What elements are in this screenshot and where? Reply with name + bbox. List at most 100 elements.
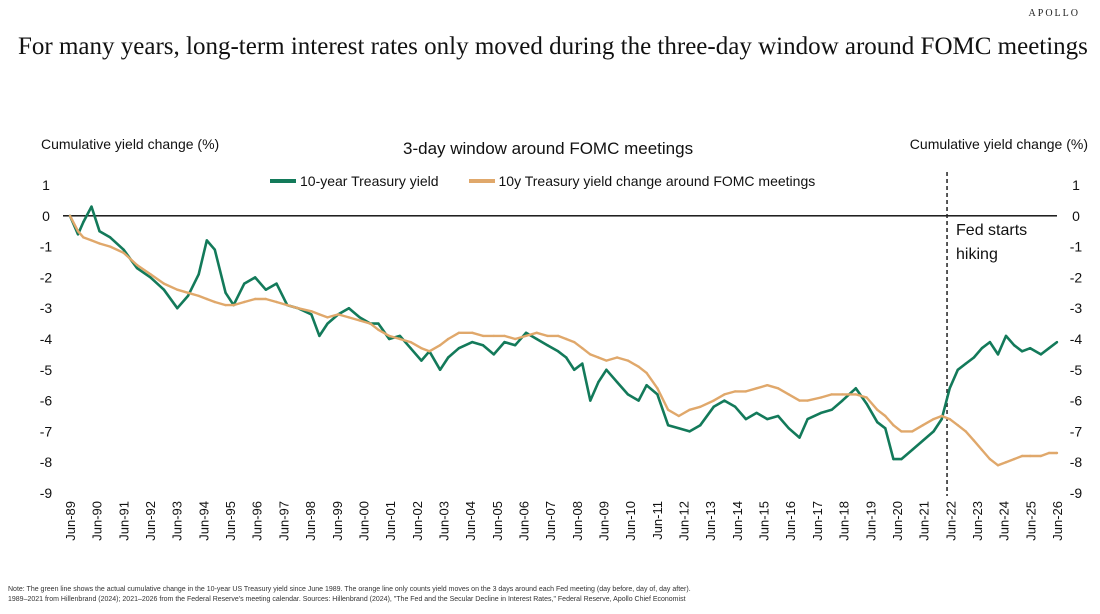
legend-item-orange: 10y Treasury yield change around FOMC me… xyxy=(468,173,815,189)
point-10y-yield xyxy=(447,356,450,359)
point-10y-yield xyxy=(135,267,139,270)
point-fomc-window xyxy=(573,340,576,344)
point-fomc-window xyxy=(546,334,549,338)
point-10y-yield xyxy=(615,380,619,384)
point-fomc-window xyxy=(205,297,208,301)
series-line-fomc-window xyxy=(68,215,1057,467)
x-tick-label: Jun-09 xyxy=(597,501,612,541)
point-10y-yield xyxy=(213,248,216,251)
point-10y-yield xyxy=(409,347,412,350)
y-axis-label-left: Cumulative yield change (%) xyxy=(41,136,220,152)
point-10y-yield xyxy=(787,427,790,430)
point-10y-yield xyxy=(637,399,640,402)
point-10y-yield xyxy=(841,399,844,402)
point-10y-yield xyxy=(388,337,391,341)
point-10y-yield xyxy=(1020,350,1024,353)
point-10y-yield xyxy=(605,368,608,371)
point-fomc-window xyxy=(1039,454,1043,458)
point-10y-yield xyxy=(275,282,278,285)
point-fomc-window xyxy=(492,334,495,338)
point-fomc-window xyxy=(1047,451,1051,455)
legend-swatch-green xyxy=(270,179,296,183)
point-10y-yield xyxy=(1055,340,1059,344)
footnote: Note: The green line shows the actual cu… xyxy=(8,585,788,605)
point-fomc-window xyxy=(734,390,737,393)
point-fomc-window xyxy=(1055,451,1059,455)
y-tick-label-right: -6 xyxy=(1070,393,1083,409)
point-fomc-window xyxy=(932,417,935,421)
point-10y-yield xyxy=(565,356,568,359)
y-tick-label-left: -3 xyxy=(40,300,53,316)
point-fomc-window xyxy=(980,448,984,452)
point-fomc-window xyxy=(264,297,267,301)
point-10y-yield xyxy=(798,436,801,439)
x-tick-label: Jun-22 xyxy=(943,501,958,541)
x-tick-label: Jun-07 xyxy=(543,501,558,541)
point-fomc-window xyxy=(688,408,691,411)
x-tick-label: Jun-16 xyxy=(783,501,798,541)
point-fomc-window xyxy=(90,239,93,242)
point-fomc-window xyxy=(243,300,246,304)
x-tick-label: Jun-96 xyxy=(250,501,265,541)
point-fomc-window xyxy=(589,353,592,356)
point-fomc-window xyxy=(806,399,809,402)
point-10y-yield xyxy=(744,417,748,421)
point-fomc-window xyxy=(1012,457,1016,461)
y-tick-label-right: -8 xyxy=(1070,454,1083,470)
y-tick-label-right: -2 xyxy=(1070,269,1083,285)
point-fomc-window xyxy=(358,319,361,322)
point-10y-yield xyxy=(1012,344,1016,347)
point-fomc-window xyxy=(876,408,879,411)
point-fomc-window xyxy=(956,424,959,427)
point-fomc-window xyxy=(565,337,568,341)
point-10y-yield xyxy=(766,417,769,421)
point-fomc-window xyxy=(556,334,560,338)
point-10y-yield xyxy=(205,239,208,242)
point-10y-yield xyxy=(524,331,528,334)
x-tick-label: Jun-25 xyxy=(1023,501,1038,541)
point-fomc-window xyxy=(98,242,101,245)
point-10y-yield xyxy=(398,334,402,338)
point-10y-yield xyxy=(149,276,152,279)
point-10y-yield xyxy=(677,427,680,430)
point-fomc-window xyxy=(988,457,992,461)
point-fomc-window xyxy=(122,251,125,254)
x-tick-label: Jun-24 xyxy=(997,501,1012,541)
x-tick-label: Jun-08 xyxy=(570,501,585,541)
y-tick-label-right: -5 xyxy=(1070,362,1083,378)
point-10y-yield xyxy=(734,405,737,408)
footnote-line-2: 1989–2021 from Hillenbrand (2024); 2021–… xyxy=(8,596,686,603)
point-10y-yield xyxy=(1004,334,1008,338)
annotation-text-line1: Fed starts xyxy=(956,222,1027,239)
point-10y-yield xyxy=(645,384,648,387)
point-10y-yield xyxy=(988,340,992,344)
point-10y-yield xyxy=(90,205,93,208)
x-tick-label: Jun-94 xyxy=(196,501,211,541)
x-tick-label: Jun-99 xyxy=(330,501,345,541)
point-10y-yield xyxy=(82,220,85,224)
point-10y-yield xyxy=(471,340,474,344)
point-10y-yield xyxy=(556,350,560,353)
point-fomc-window xyxy=(535,331,538,334)
x-tick-label: Jun-01 xyxy=(383,501,398,541)
x-tick-label: Jun-26 xyxy=(1050,501,1065,541)
x-tick-label: Jun-13 xyxy=(703,501,718,541)
point-fomc-window xyxy=(253,297,257,301)
point-fomc-window xyxy=(605,359,608,362)
point-10y-yield xyxy=(253,276,257,279)
x-tick-label: Jun-97 xyxy=(276,501,291,541)
y-tick-label-left: -8 xyxy=(40,454,53,470)
point-10y-yield xyxy=(597,380,600,384)
point-fomc-window xyxy=(972,439,976,442)
x-tick-label: Jun-05 xyxy=(490,501,505,541)
y-tick-label-right: -9 xyxy=(1070,485,1083,501)
point-fomc-window xyxy=(224,303,227,307)
point-fomc-window xyxy=(626,359,630,362)
point-10y-yield xyxy=(688,430,691,433)
point-fomc-window xyxy=(420,347,423,350)
y-tick-label-left: 0 xyxy=(42,208,50,224)
point-fomc-window xyxy=(471,331,474,334)
point-10y-yield xyxy=(186,294,190,298)
point-10y-yield xyxy=(514,344,517,347)
